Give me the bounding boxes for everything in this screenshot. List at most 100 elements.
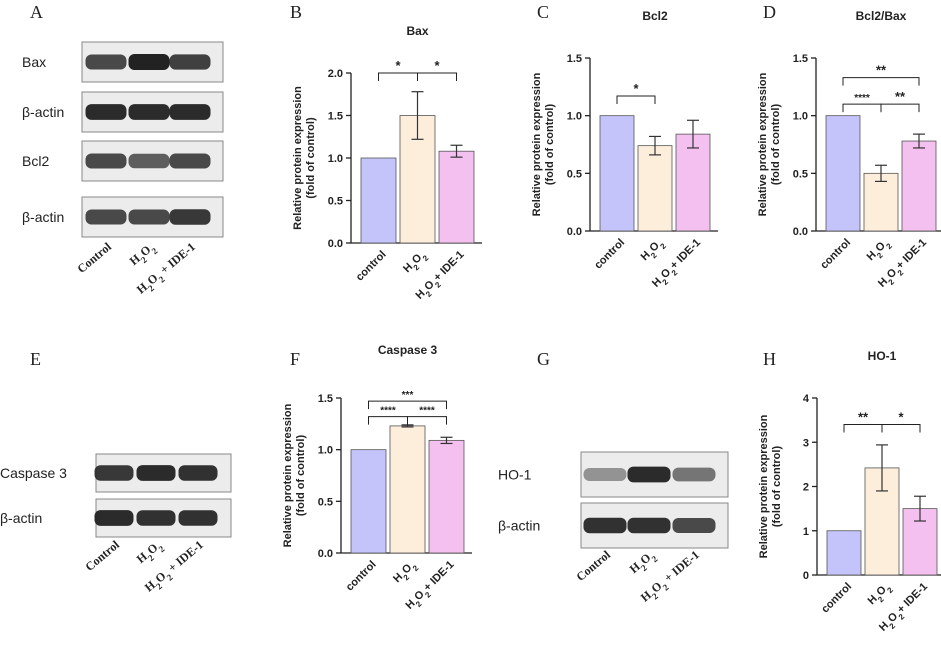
blot-lane-label: H2O2 xyxy=(134,537,167,569)
category-label: control xyxy=(354,249,389,284)
bar-h2o2 xyxy=(637,145,673,232)
significance-bracket xyxy=(881,424,921,433)
significance-bracket xyxy=(368,400,447,410)
blot-band xyxy=(85,104,127,120)
panel-letter-a: A xyxy=(30,2,43,22)
blot-band xyxy=(178,510,218,526)
category-label: H2O2 xyxy=(391,558,420,587)
significance-label: * xyxy=(395,58,401,73)
bar-charts-layer: Bax 0.0 0.5 1.0 1.5 2.0 Relative protein expre… xyxy=(282,9,941,637)
bar-h2o2-ide-1 xyxy=(675,133,711,232)
significance-bracket xyxy=(842,77,920,86)
blot-band xyxy=(627,517,671,534)
blot-band xyxy=(136,465,176,481)
blot-band xyxy=(169,209,211,225)
blot-band xyxy=(128,209,170,225)
y-tick-label: 3 xyxy=(803,437,809,449)
panel-letter-g: G xyxy=(537,349,550,369)
blot-band xyxy=(128,153,170,169)
significance-bracket xyxy=(378,72,418,81)
blot-row-label: β-actin xyxy=(22,104,64,120)
bar-chart-c: Bcl2 0.0 0.5 1.0 1.5 Relative protein express… xyxy=(531,9,718,290)
y-tick-label: 1.5 xyxy=(328,111,343,123)
panel-letter-e: E xyxy=(30,349,41,369)
bar-chart-f: Caspase 3 0.0 0.5 1.0 1.5 Relative protein ex… xyxy=(282,343,472,612)
category-label: H2O2+ IDE-1 xyxy=(877,581,933,637)
blot-lane-label: H2O2 xyxy=(627,547,660,579)
significance-label: * xyxy=(434,58,440,73)
y-tick-label: 0.0 xyxy=(318,548,333,560)
blot-band xyxy=(583,517,627,534)
blot-band xyxy=(169,153,211,169)
y-tick-label: 0.5 xyxy=(793,168,808,180)
y-tick-label: 0.0 xyxy=(328,238,343,250)
y-tick-label: 1.5 xyxy=(318,393,333,405)
category-label: H2O2 xyxy=(866,580,895,609)
significance-label: **** xyxy=(380,406,396,417)
y-tick-label: 1.5 xyxy=(793,53,808,65)
significance-label: **** xyxy=(854,93,870,104)
blot-band xyxy=(94,510,134,526)
y-axis-label: Relative protein expression(fold of cont… xyxy=(758,414,783,558)
panel-letter-b: B xyxy=(290,2,302,22)
blot-band xyxy=(583,468,627,481)
significance-label: * xyxy=(898,410,904,425)
blot-row-label: β-actin xyxy=(498,518,540,534)
significance-bracket xyxy=(616,95,656,105)
bar-h2o2 xyxy=(863,172,899,232)
bar-chart-h: HO-1 0 1 2 3 4 Relative protein expression(fol… xyxy=(758,349,941,637)
chart-title: HO-1 xyxy=(868,349,897,363)
y-tick-label: 1 xyxy=(803,526,809,538)
panel-letter-h: H xyxy=(763,349,776,369)
blot-lane-label: Control xyxy=(573,547,613,584)
significance-bracket xyxy=(417,72,457,81)
y-axis-label: Relative protein expression(fold of cont… xyxy=(282,403,307,547)
bar-h2o2-ide-1 xyxy=(428,439,465,554)
category-label: H2O2+ IDE-1 xyxy=(414,249,470,305)
significance-label: ** xyxy=(858,410,869,425)
bar-control xyxy=(826,530,862,576)
panel-letter-d: D xyxy=(763,2,776,22)
chart-title: Bcl2 xyxy=(642,9,668,23)
bar-h2o2 xyxy=(399,115,436,244)
blot-band xyxy=(85,153,127,169)
y-tick-label: 4 xyxy=(803,393,810,405)
blot-band xyxy=(128,104,170,120)
y-tick-label: 0.5 xyxy=(567,168,582,180)
bar-h2o2-ide-1 xyxy=(901,140,937,232)
significance-bracket xyxy=(407,416,447,425)
blot-band xyxy=(94,465,134,481)
blot-band xyxy=(627,466,671,483)
panel-letter-f: F xyxy=(290,349,300,369)
blot-band xyxy=(85,54,127,70)
y-axis-label: Relative protein expression(fold of cont… xyxy=(531,72,556,216)
blot-row-label: β-actin xyxy=(0,510,42,526)
category-label: control xyxy=(818,237,853,272)
blot-row-label: Caspase 3 xyxy=(0,465,67,481)
category-label: H2O2 xyxy=(865,236,894,265)
y-tick-label: 0.5 xyxy=(318,496,333,508)
blot-row-label: Bcl2 xyxy=(22,153,49,169)
blot-row-label: HO-1 xyxy=(498,467,532,483)
category-label: H2O2 xyxy=(639,236,668,265)
y-axis-label: Relative protein expression(fold of cont… xyxy=(292,86,317,230)
y-axis-label: Relative protein expression(fold of cont… xyxy=(757,72,782,216)
blot-lane-label: Control xyxy=(82,537,122,574)
significance-bracket xyxy=(842,103,882,113)
panel-letter-c: C xyxy=(537,2,549,22)
y-tick-label: 0.0 xyxy=(567,226,582,238)
y-tick-label: 1.0 xyxy=(567,111,582,123)
blot-row-label: β-actin xyxy=(22,209,64,225)
significance-bracket xyxy=(843,424,883,433)
category-label: control xyxy=(344,559,379,594)
blot-band xyxy=(169,54,211,70)
chart-title: Caspase 3 xyxy=(378,343,438,357)
significance-label: ** xyxy=(876,63,887,78)
bar-control xyxy=(825,115,861,232)
y-tick-label: 0.0 xyxy=(793,226,808,238)
y-tick-label: 1.0 xyxy=(793,111,808,123)
